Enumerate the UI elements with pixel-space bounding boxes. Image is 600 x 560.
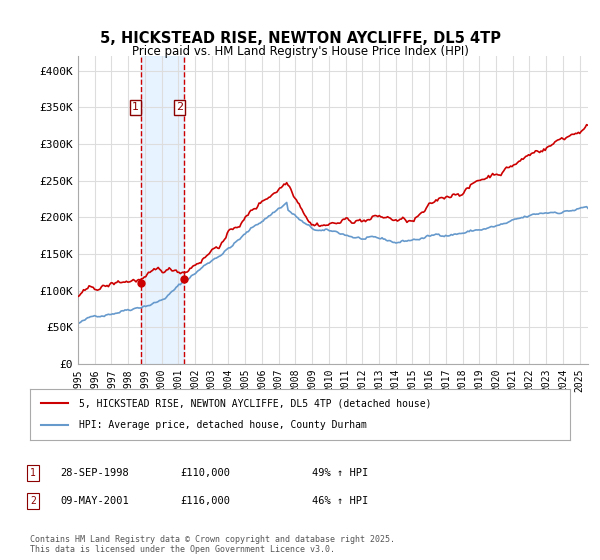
Text: 1: 1 xyxy=(132,102,139,113)
Bar xyxy=(141,56,184,364)
Text: Contains HM Land Registry data © Crown copyright and database right 2025.
This d: Contains HM Land Registry data © Crown c… xyxy=(30,535,395,554)
Text: 1: 1 xyxy=(30,468,36,478)
Text: £110,000: £110,000 xyxy=(180,468,230,478)
Text: HPI: Average price, detached house, County Durham: HPI: Average price, detached house, Coun… xyxy=(79,421,367,431)
Text: 2: 2 xyxy=(176,102,183,113)
Text: Price paid vs. HM Land Registry's House Price Index (HPI): Price paid vs. HM Land Registry's House … xyxy=(131,45,469,58)
Text: 49% ↑ HPI: 49% ↑ HPI xyxy=(312,468,368,478)
Text: 28-SEP-1998: 28-SEP-1998 xyxy=(60,468,129,478)
Text: £116,000: £116,000 xyxy=(180,496,230,506)
Text: 09-MAY-2001: 09-MAY-2001 xyxy=(60,496,129,506)
Text: 5, HICKSTEAD RISE, NEWTON AYCLIFFE, DL5 4TP: 5, HICKSTEAD RISE, NEWTON AYCLIFFE, DL5 … xyxy=(100,31,500,46)
Text: 5, HICKSTEAD RISE, NEWTON AYCLIFFE, DL5 4TP (detached house): 5, HICKSTEAD RISE, NEWTON AYCLIFFE, DL5 … xyxy=(79,398,431,408)
Text: 2: 2 xyxy=(30,496,36,506)
Text: 46% ↑ HPI: 46% ↑ HPI xyxy=(312,496,368,506)
